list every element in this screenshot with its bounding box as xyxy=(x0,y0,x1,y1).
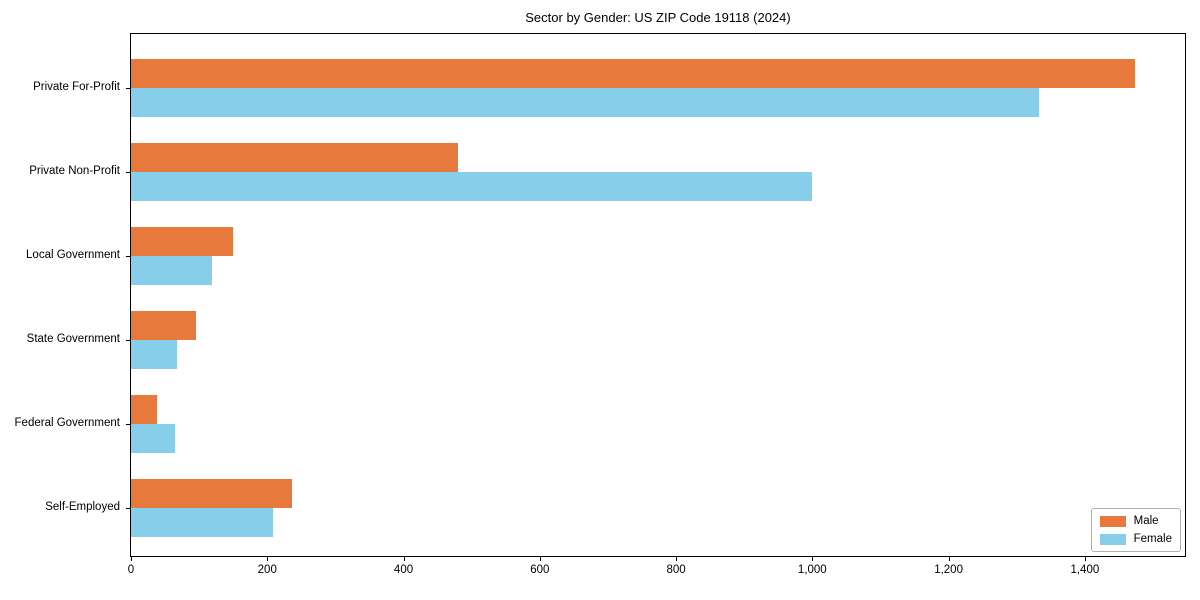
x-tick-mark xyxy=(131,557,132,561)
y-tick-mark xyxy=(126,508,130,509)
y-axis-label-private-non-profit: Private Non-Profit xyxy=(29,165,120,177)
x-tick-mark xyxy=(539,557,541,561)
bar-male-federal-government xyxy=(131,395,157,424)
legend-label-male: Male xyxy=(1133,515,1159,527)
x-tick-label: 0 xyxy=(127,564,135,576)
bar-female-self-employed xyxy=(131,508,273,537)
x-tick-label: 600 xyxy=(530,564,550,576)
x-tick-mark xyxy=(1084,557,1086,561)
y-tick-mark xyxy=(126,424,130,425)
bar-male-local-government xyxy=(131,227,233,256)
x-tick-label: 1,200 xyxy=(934,564,963,576)
bar-female-state-government xyxy=(131,340,178,369)
bar-male-private-non-profit xyxy=(131,143,459,172)
bar-female-private-for-profit xyxy=(131,88,1040,117)
legend-entry-female: Female xyxy=(1099,533,1172,545)
bar-male-self-employed xyxy=(131,479,293,508)
plot-area: Male Female xyxy=(126,33,1186,557)
x-tick-label: 1,000 xyxy=(797,564,827,576)
chart-title: Sector by Gender: US ZIP Code 19118 (202… xyxy=(525,10,791,25)
x-tick-label: 400 xyxy=(393,564,414,576)
x-tick-label: 800 xyxy=(666,564,686,576)
x-tick-label: 1,400 xyxy=(1070,564,1100,576)
x-tick-label: 200 xyxy=(257,564,277,576)
legend-swatch-male xyxy=(1099,515,1126,527)
bar-female-federal-government xyxy=(131,424,176,453)
y-axis-label-state-government: State Government xyxy=(26,333,120,345)
y-tick-mark xyxy=(126,256,130,257)
bar-male-state-government xyxy=(131,311,197,340)
legend-entry-male: Male xyxy=(1099,515,1172,527)
y-axis-label-self-employed: Self-Employed xyxy=(45,501,120,513)
y-tick-mark xyxy=(126,88,130,89)
x-tick-mark xyxy=(676,557,678,561)
bar-female-private-non-profit xyxy=(131,172,813,201)
bar-female-local-government xyxy=(131,256,213,285)
y-tick-mark xyxy=(126,172,130,173)
x-tick-mark xyxy=(403,557,405,561)
legend-swatch-female xyxy=(1099,533,1126,545)
x-tick-mark xyxy=(948,557,950,561)
y-axis-label-private-for-profit: Private For-Profit xyxy=(33,81,120,93)
x-tick-mark xyxy=(267,557,269,561)
legend-label-female: Female xyxy=(1133,533,1172,545)
x-tick-mark xyxy=(812,557,814,561)
bar-male-private-for-profit xyxy=(131,59,1136,88)
y-axis-label-federal-government: Federal Government xyxy=(14,417,120,429)
y-tick-mark xyxy=(126,340,130,341)
legend: Male Female xyxy=(1090,508,1181,552)
y-axis-label-local-government: Local Government xyxy=(26,249,120,261)
